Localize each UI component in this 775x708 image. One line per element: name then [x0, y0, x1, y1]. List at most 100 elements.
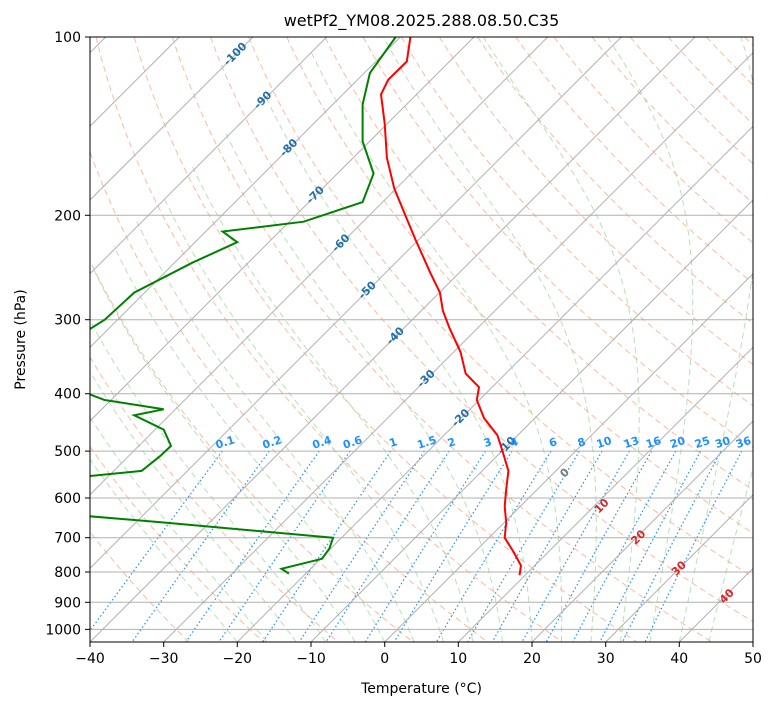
isotherm-line	[90, 37, 549, 496]
mixing-ratio-label: 10	[595, 434, 614, 451]
mixing-ratio-line	[90, 450, 223, 632]
y-tick-label: 800	[54, 565, 81, 581]
isotherm-line	[163, 51, 753, 642]
moist-adiabat-line	[607, 37, 694, 642]
moist-adiabat-line	[90, 319, 327, 642]
moist-adiabat-line	[113, 245, 386, 642]
moist-adiabat-line	[264, 94, 533, 642]
moist-adiabat-label: 40	[717, 586, 737, 606]
isotherm-line	[90, 37, 696, 642]
moist-adiabat-line	[678, 37, 753, 642]
x-tick-label: −40	[75, 651, 105, 667]
mixing-ratio-label: 2	[446, 435, 457, 450]
mixing-ratio-label: 13	[622, 434, 641, 451]
dry-adiabat-line	[591, 37, 753, 204]
isotherm-line	[90, 37, 622, 570]
x-tick-label: 0	[380, 651, 389, 667]
x-tick-label: 10	[449, 651, 467, 667]
temperature-profile-line	[379, 37, 523, 576]
isobar-gridlines	[90, 37, 753, 630]
isotherm-line	[678, 567, 753, 642]
mixing-ratio-line	[491, 450, 603, 642]
y-tick-label: 400	[54, 387, 81, 403]
dewpoint-profile-line	[90, 37, 397, 575]
dry-adiabat-line	[286, 37, 753, 534]
mixing-ratio-label: 0.1	[214, 433, 237, 451]
mixing-ratio-line	[364, 450, 486, 642]
mixing-ratio-line	[185, 450, 320, 642]
y-tick-label: 600	[54, 491, 81, 507]
dry-adiabat-line	[90, 531, 190, 642]
dry-adiabat-line	[133, 37, 638, 642]
mixing-ratio-label: 0.6	[341, 433, 364, 451]
dry-adiabat-line	[210, 37, 753, 623]
dry-adiabat-line	[90, 259, 414, 642]
x-tick-label: 50	[744, 651, 762, 667]
x-tick-label: 30	[597, 651, 615, 667]
chart-title: wetPf2_YM08.2025.288.08.50.C35	[284, 11, 560, 31]
y-tick-label: 500	[54, 444, 81, 460]
mixing-ratio-line	[621, 450, 722, 642]
mixing-ratio-label: 4	[509, 435, 521, 450]
dry-adiabat-line	[706, 37, 753, 86]
isotherm-line	[605, 493, 753, 642]
mixing-ratio-line	[218, 450, 351, 642]
mixing-ratio-line	[298, 450, 425, 642]
moist-adiabat-line	[309, 49, 563, 642]
mixing-ratio-label: 25	[693, 434, 712, 451]
isotherm-line	[90, 37, 254, 201]
mixing-ratio-line	[599, 450, 702, 642]
moist-adiabat-label: 20	[628, 527, 648, 547]
sounding-profiles	[90, 37, 523, 576]
moist-adiabat-line	[90, 370, 297, 642]
moist-adiabat-line	[191, 165, 474, 642]
y-tick-label: 100	[54, 30, 81, 46]
mixing-ratio-label: 1	[388, 435, 399, 450]
y-tick-label: 700	[54, 531, 81, 547]
moist-adiabat-line	[90, 458, 238, 642]
moist-adiabat-line	[482, 37, 640, 642]
mixing-ratio-label: 8	[576, 435, 587, 450]
y-axis-ticks: 100 200 300 400 500 600 700 800 900 1000	[45, 30, 90, 638]
mixing-ratio-label: 30	[713, 434, 732, 451]
mixing-ratio-lines	[90, 450, 743, 642]
x-tick-label: −20	[223, 651, 253, 667]
mixing-ratio-line	[644, 450, 743, 642]
dry-adiabat-line	[400, 37, 753, 407]
mixing-ratio-label: 3	[482, 435, 493, 450]
moist-adiabat-line	[708, 466, 753, 642]
mixing-ratio-line	[325, 450, 450, 642]
dry-adiabat-line	[171, 37, 712, 642]
mixing-ratio-label: 36	[734, 434, 753, 451]
isotherm-line	[457, 346, 753, 642]
moist-adiabat-line	[136, 221, 415, 642]
dry-adiabat-line	[90, 356, 339, 642]
x-axis-label: Temperature (°C)	[360, 681, 482, 697]
dry-adiabats	[90, 37, 753, 642]
dry-adiabat-line	[90, 150, 488, 642]
mixing-ratio-line	[545, 450, 653, 642]
plot-frame	[89, 36, 754, 643]
dry-adiabat-line	[248, 37, 753, 578]
x-tick-label: −10	[296, 651, 326, 667]
mixing-ratio-label: 1.5	[416, 433, 439, 451]
isotherm-label: -30	[415, 367, 438, 390]
x-tick-label: −30	[149, 651, 179, 667]
isotherm-line	[90, 37, 401, 349]
x-tick-label: 20	[523, 651, 541, 667]
isotherm-line	[384, 272, 753, 642]
moist-adiabat-line	[383, 37, 597, 642]
moist-adiabat-label: 0	[557, 465, 572, 480]
mixing-ratio-label: 6	[547, 435, 559, 450]
mixing-ratio-line	[262, 450, 392, 642]
mixing-ratio-line	[466, 450, 580, 642]
mixing-ratio-line	[572, 450, 677, 642]
x-tick-label: 40	[670, 651, 688, 667]
dry-adiabat-line	[90, 445, 264, 642]
y-axis-label: Pressure (hPa)	[13, 289, 29, 389]
dry-adiabat-line	[744, 37, 753, 47]
mixing-ratio-label: 0.2	[261, 433, 284, 451]
isotherm-line	[236, 125, 753, 642]
